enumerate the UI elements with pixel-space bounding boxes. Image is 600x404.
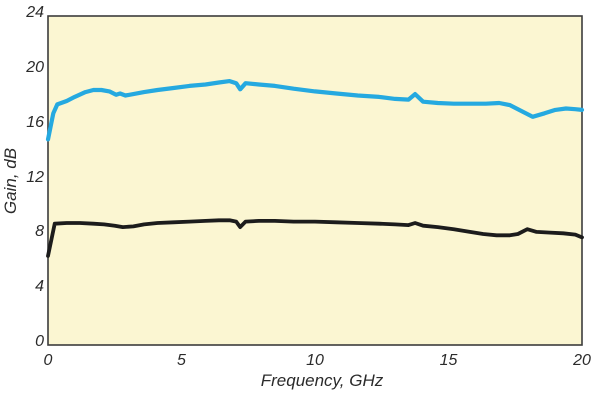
plot-background — [47, 15, 583, 346]
y-axis-title: Gain, dB — [1, 147, 20, 215]
upper-gain-trace — [45, 78, 585, 142]
x-axis-title: Frequency, GHz — [260, 371, 384, 390]
lower-gain-trace — [46, 218, 584, 258]
